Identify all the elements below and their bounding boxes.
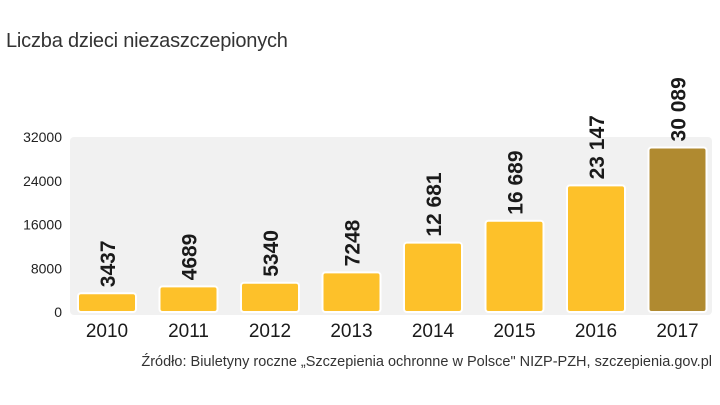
x-tick-label: 2013 bbox=[330, 321, 372, 342]
value-label-2012: 5340 bbox=[260, 230, 283, 277]
y-tick-label: 0 bbox=[54, 304, 62, 320]
value-label-2016: 23 147 bbox=[586, 115, 609, 179]
chart-title: Liczba dzieci niezaszczepionych bbox=[6, 30, 288, 52]
y-tick-label: 8000 bbox=[31, 260, 62, 276]
y-axis: 0 8000 16000 24000 32000 bbox=[23, 129, 62, 320]
value-label-2015: 16 689 bbox=[505, 150, 528, 214]
x-tick-label: 2012 bbox=[249, 321, 291, 342]
bar-2017 bbox=[647, 146, 708, 313]
value-label-2010: 3437 bbox=[97, 240, 120, 287]
x-axis: 2010 2011 2012 2013 2014 2015 2016 2017 bbox=[86, 321, 699, 342]
value-label-2017: 30 089 bbox=[668, 77, 691, 141]
y-tick-label: 32000 bbox=[23, 129, 62, 145]
x-tick-label: 2014 bbox=[412, 321, 455, 342]
y-tick-label: 24000 bbox=[23, 173, 62, 189]
bar-2015 bbox=[484, 219, 545, 313]
chart-source: Źródło: Biuletyny roczne „Szczepienia oc… bbox=[141, 354, 712, 370]
x-tick-label: 2011 bbox=[168, 321, 209, 342]
bar-2011 bbox=[158, 285, 219, 313]
value-label-2013: 7248 bbox=[342, 219, 365, 266]
value-labels-group: 3437 4689 5340 7248 12 681 16 689 23 147 30 089 bbox=[97, 77, 691, 287]
bar-2014 bbox=[403, 241, 463, 314]
plot-background bbox=[70, 137, 712, 315]
bar-2013 bbox=[321, 271, 382, 313]
x-tick-label: 2010 bbox=[86, 321, 128, 342]
bar-2010 bbox=[77, 292, 137, 314]
bar-2016 bbox=[566, 184, 626, 313]
x-tick-label: 2015 bbox=[493, 321, 535, 342]
bars-group bbox=[77, 146, 708, 314]
x-tick-label: 2017 bbox=[656, 321, 698, 342]
x-tick-label: 2016 bbox=[575, 321, 617, 342]
y-tick-label: 16000 bbox=[23, 217, 62, 233]
value-label-2011: 4689 bbox=[179, 234, 202, 281]
bar-2012 bbox=[240, 281, 300, 313]
value-label-2014: 12 681 bbox=[423, 172, 446, 237]
